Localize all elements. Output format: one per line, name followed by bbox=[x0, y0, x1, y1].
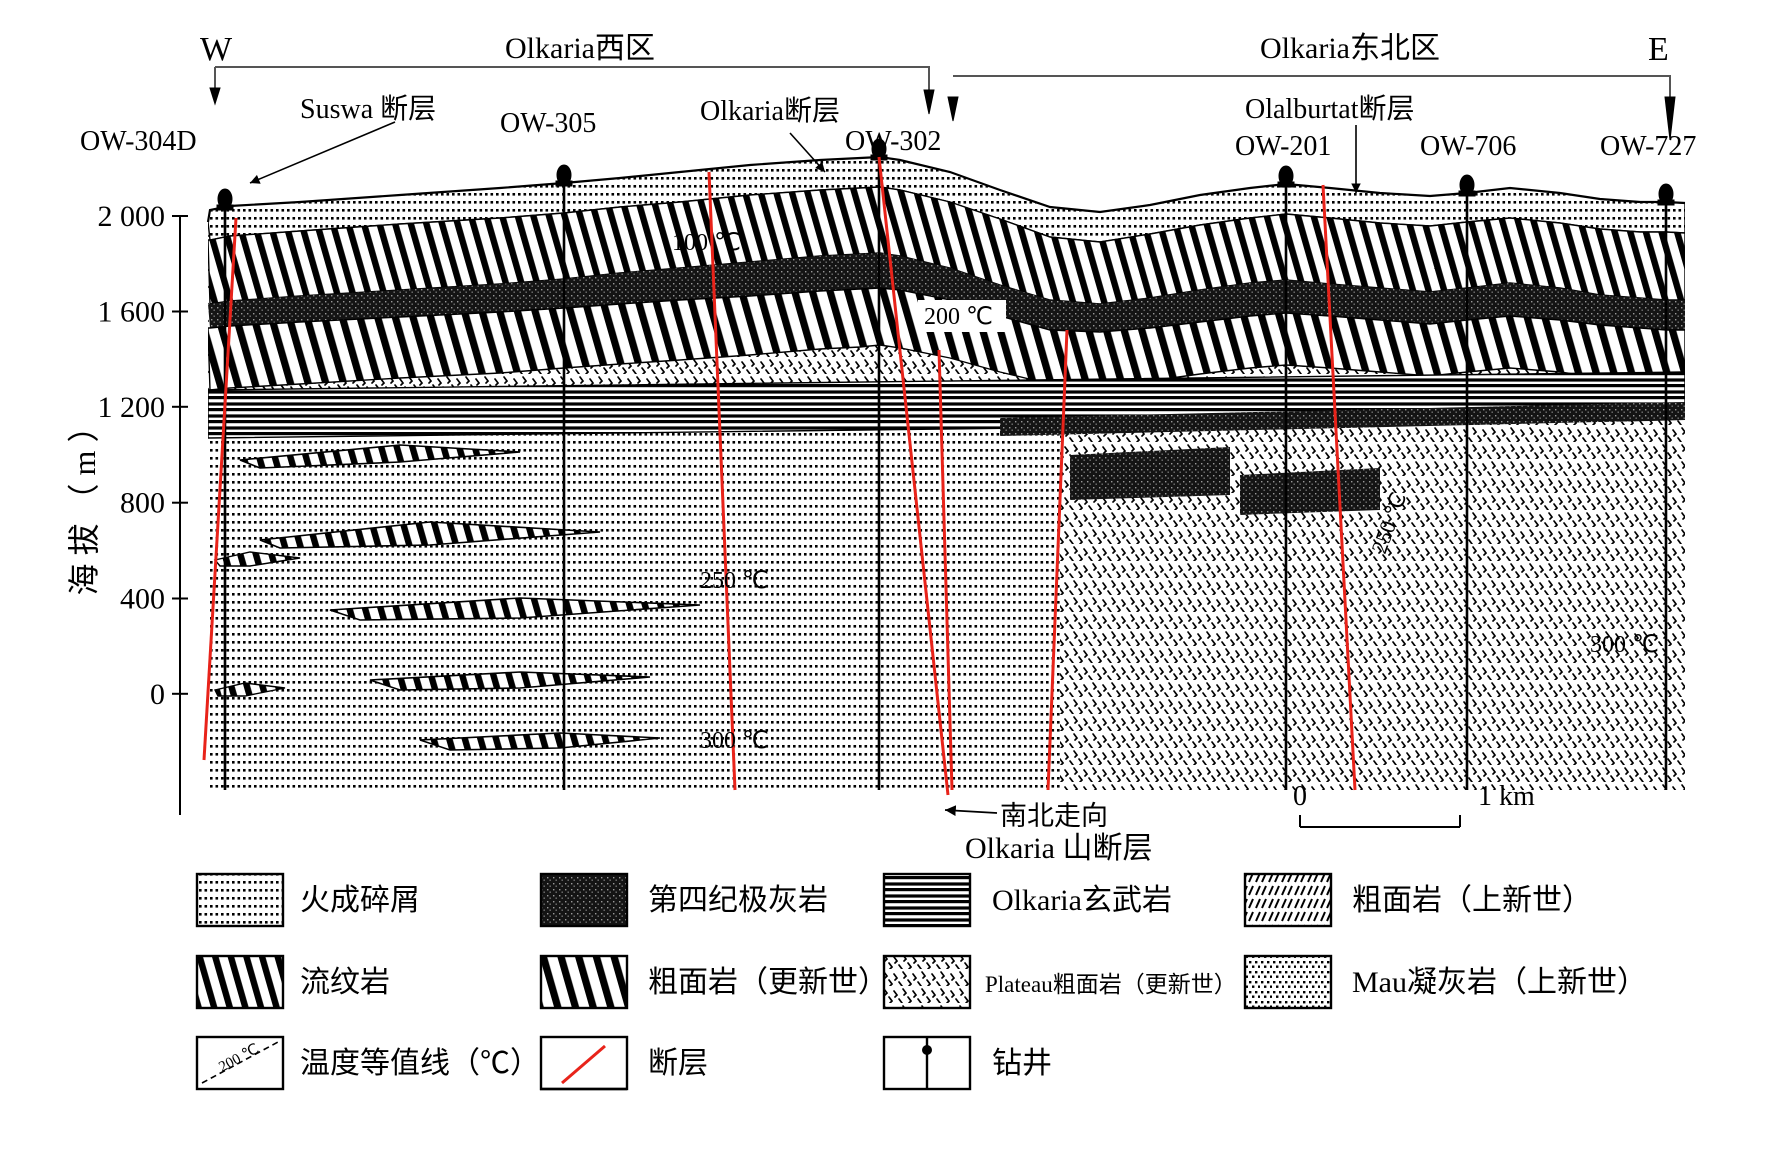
svg-text:Mau凝灰岩（上新世）: Mau凝灰岩（上新世） bbox=[1352, 966, 1647, 999]
svg-text:E: E bbox=[1648, 31, 1669, 68]
svg-text:300 ℃: 300 ℃ bbox=[1590, 632, 1659, 658]
svg-text:火成碎屑: 火成碎屑 bbox=[300, 884, 420, 917]
svg-text:Olkaria西区: Olkaria西区 bbox=[505, 32, 655, 65]
svg-text:Olalburtat断层: Olalburtat断层 bbox=[1245, 93, 1415, 125]
svg-text:250 ℃: 250 ℃ bbox=[700, 568, 769, 594]
svg-text:800: 800 bbox=[120, 487, 165, 520]
svg-text:Plateau粗面岩（更新世）: Plateau粗面岩（更新世） bbox=[985, 972, 1237, 997]
svg-text:W: W bbox=[200, 31, 233, 68]
svg-text:Olkaria玄武岩: Olkaria玄武岩 bbox=[992, 884, 1172, 917]
svg-text:温度等值线（℃）: 温度等值线（℃） bbox=[300, 1047, 540, 1080]
svg-text:OW-304D: OW-304D bbox=[80, 126, 197, 157]
svg-text:粗面岩（上新世）: 粗面岩（上新世） bbox=[1352, 884, 1592, 917]
svg-text:OW-706: OW-706 bbox=[1420, 131, 1516, 162]
svg-text:Olkaria 山断层: Olkaria 山断层 bbox=[965, 832, 1152, 865]
svg-text:OW-302: OW-302 bbox=[845, 126, 941, 157]
svg-text:OW-201: OW-201 bbox=[1235, 131, 1331, 162]
svg-text:200 ℃: 200 ℃ bbox=[924, 304, 993, 330]
svg-text:Olkaria东北区: Olkaria东北区 bbox=[1260, 32, 1440, 65]
svg-text:2 000: 2 000 bbox=[98, 200, 166, 233]
svg-text:0: 0 bbox=[1293, 781, 1307, 812]
svg-text:断层: 断层 bbox=[648, 1047, 708, 1080]
svg-text:流纹岩: 流纹岩 bbox=[300, 966, 390, 999]
svg-text:1 km: 1 km bbox=[1478, 781, 1535, 812]
svg-text:Olkaria断层: Olkaria断层 bbox=[700, 95, 840, 127]
svg-text:钻井: 钻井 bbox=[992, 1047, 1052, 1080]
svg-text:300 ℃: 300 ℃ bbox=[700, 728, 769, 754]
svg-text:海 拔 （ m ）: 海 拔 （ m ） bbox=[66, 411, 102, 596]
svg-text:1 200: 1 200 bbox=[98, 391, 166, 424]
svg-text:粗面岩（更新世）: 粗面岩（更新世） bbox=[648, 966, 888, 999]
svg-text:OW-305: OW-305 bbox=[500, 108, 596, 139]
svg-text:0: 0 bbox=[150, 678, 165, 711]
svg-text:Suswa 断层: Suswa 断层 bbox=[300, 93, 436, 125]
svg-text:第四纪极灰岩: 第四纪极灰岩 bbox=[648, 884, 828, 917]
svg-text:100 ℃: 100 ℃ bbox=[672, 230, 741, 256]
svg-text:1 600: 1 600 bbox=[98, 296, 166, 329]
svg-text:南北走向: 南北走向 bbox=[1000, 801, 1108, 831]
svg-text:OW-727: OW-727 bbox=[1600, 131, 1696, 162]
svg-text:400: 400 bbox=[120, 583, 165, 616]
